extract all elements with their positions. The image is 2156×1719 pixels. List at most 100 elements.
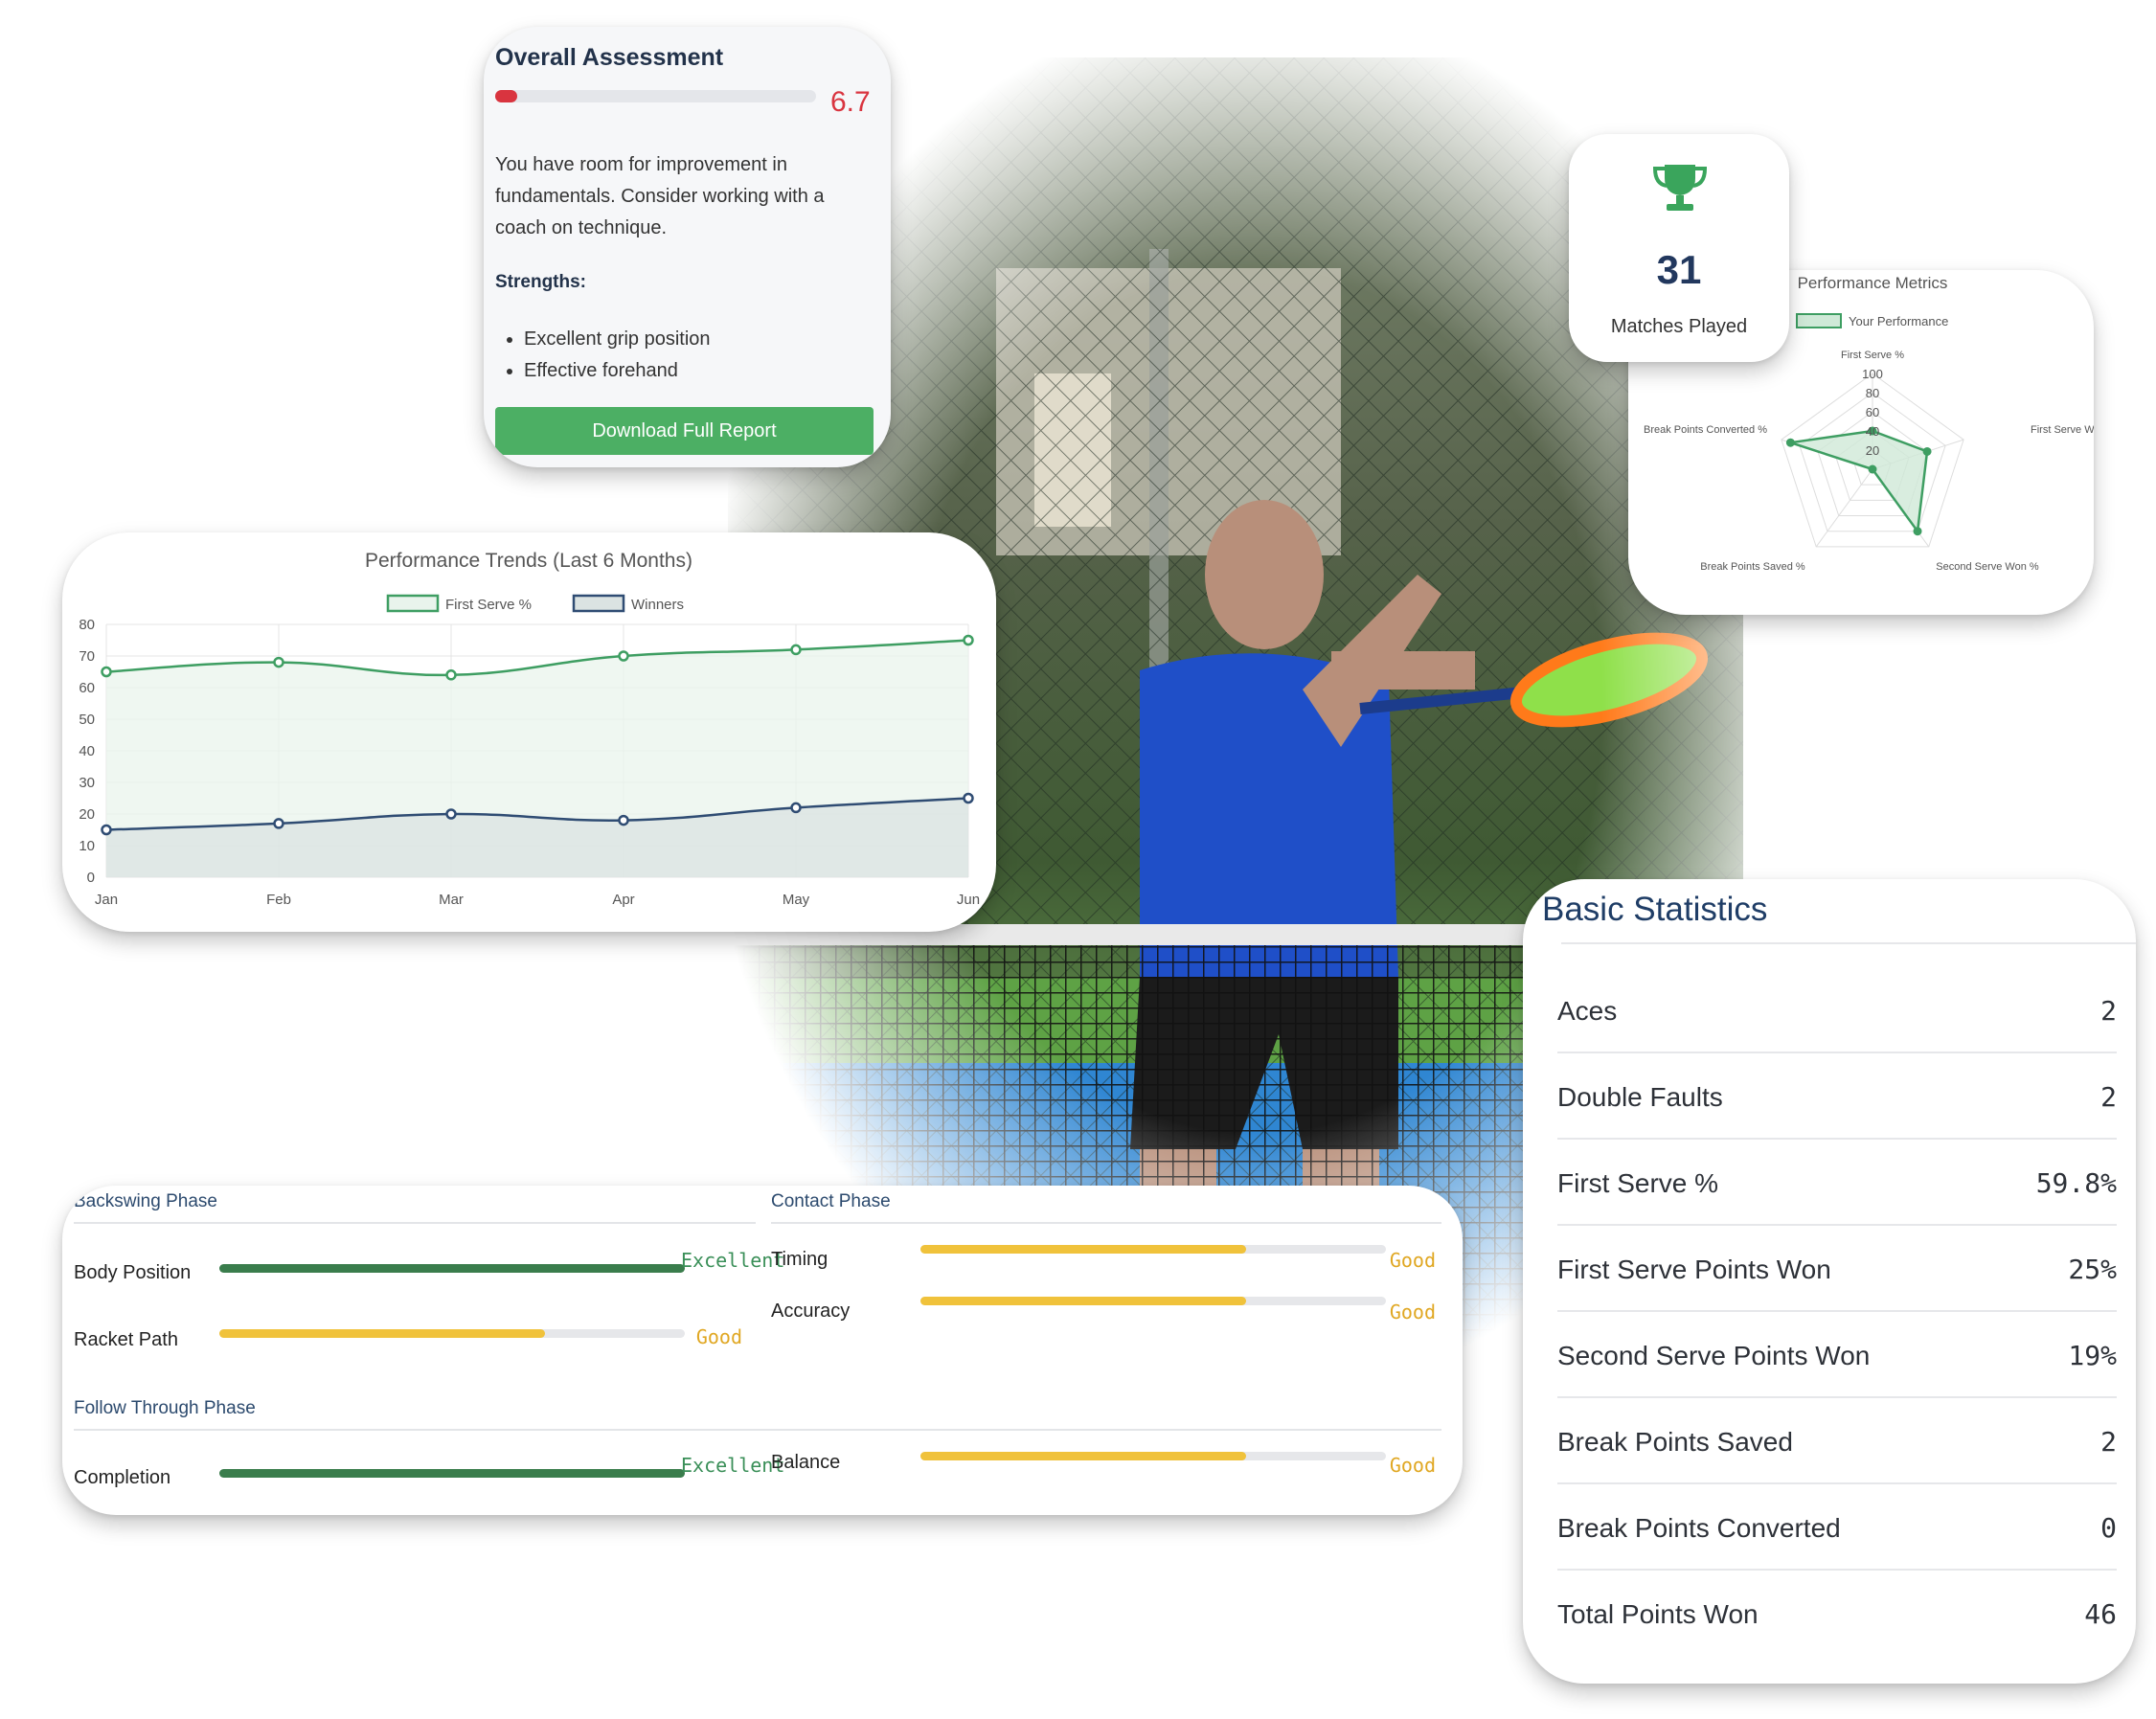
strengths-list: Excellent grip position Effective foreha… [495,324,711,387]
x-tick-label: Jan [95,892,118,908]
trophy-icon [1652,165,1708,211]
download-report-button[interactable]: Download Full Report [495,407,874,455]
matches-played-card: 31 Matches Played [1569,134,1789,362]
overall-assessment-card: Overall Assessment 6.7 You have room for… [484,27,891,467]
x-tick-label: May [783,892,810,908]
metric-rating: Good [1389,1249,1436,1272]
r-tick-label: 100 [1862,367,1883,381]
stat-row: Aces 2 [1557,965,2117,1053]
radar-axis-label: First Serve Won % [2031,424,2094,436]
data-point [1868,426,1877,436]
matches-count: 31 [1656,247,1702,292]
data-point [790,644,802,656]
data-point [963,634,974,646]
data-point [101,824,112,836]
series-line [105,797,969,831]
x-tick-label: Jun [957,892,980,908]
y-tick-label: 50 [79,712,95,728]
metric-rating: Good [695,1325,742,1348]
legend-label: Your Performance [1849,314,1948,328]
metric-bar [219,1264,685,1273]
stat-row: Double Faults 2 [1557,1052,2117,1140]
assessment-description: You have room for improvement in fundame… [495,154,825,238]
radar-spoke [1815,468,1873,548]
y-tick-label: 20 [79,806,95,823]
backswing-phase-title: Backswing Phase [74,1191,217,1211]
metric-bar-fill [920,1245,1247,1254]
stat-label: Total Points Won [1557,1599,1759,1629]
stat-label: Break Points Saved [1557,1427,1793,1457]
matches-label: Matches Played [1610,316,1748,337]
radar-series [1790,429,1929,535]
metric-rating: Excellent [681,1249,785,1272]
data-point [273,818,284,829]
radar-axis-label: Break Points Saved % [1700,561,1805,573]
stat-row: Second Serve Points Won 19% [1557,1310,2117,1398]
stat-value: 2 [2100,1081,2117,1113]
legend-label: First Serve % [445,597,532,613]
x-tick-label: Feb [266,892,291,908]
r-tick-label: 20 [1866,443,1879,458]
legend-label: Winners [631,597,684,613]
data-point [618,814,629,826]
stat-value: 59.8% [2035,1167,2117,1199]
radar-axis-label: Second Serve Won % [1936,561,2039,573]
r-tick-label: 60 [1866,405,1879,419]
metric-name-timing: Timing [771,1249,828,1270]
metric-bar [920,1245,1386,1254]
data-point [1868,464,1877,474]
assessment-score-bar [495,90,816,102]
metric-rating: Good [1389,1301,1436,1323]
divider [1561,942,2136,944]
basic-statistics-card: Basic Statistics Aces 2 Double Faults 2 Firs… [1523,879,2136,1684]
y-tick-label: 40 [79,743,95,759]
basic-statistics-title: Basic Statistics [1542,891,1768,928]
metric-bar-fill [920,1452,1247,1460]
data-point [101,666,112,678]
data-point [445,808,457,820]
assessment-score-fill [495,90,518,102]
stat-label: First Serve Points Won [1557,1255,1831,1284]
data-point [445,669,457,681]
stat-label: Second Serve Points Won [1557,1341,1871,1370]
chart-title: Performance Trends (Last 6 Months) [365,550,692,572]
stat-row: Break Points Saved 2 [1557,1396,2117,1484]
legend-swatch [572,594,625,613]
metric-rating: Good [1389,1454,1436,1477]
metric-name-balance: Balance [771,1452,841,1473]
legend-swatch [1796,313,1842,328]
metric-name-body-position: Body Position [74,1262,192,1283]
stat-row: First Serve % 59.8% [1557,1138,2117,1226]
stat-row: First Serve Points Won 25% [1557,1224,2117,1312]
data-point [273,656,284,668]
stat-value: 46 [2084,1598,2117,1630]
chart-title: Performance Metrics [1798,274,1948,292]
metric-bar-fill [219,1469,685,1478]
strength-item: Excellent grip position [524,324,711,355]
assessment-title: Overall Assessment [495,44,724,71]
radar-ring [1799,392,1946,532]
performance-trends-card: Performance Trends (Last 6 Months) First … [62,532,996,932]
radar-ring [1781,373,1964,548]
stat-value: 25% [2068,1254,2117,1285]
stat-row: Break Points Converted 0 [1557,1482,2117,1571]
series-line [105,639,969,677]
metric-name-completion: Completion [74,1467,171,1488]
metric-bar [219,1329,685,1338]
trends-chart: Performance Trends (Last 6 Months) First … [79,550,980,908]
strengths-label: Strengths: [495,272,586,292]
legend-swatch [386,594,440,613]
series-area [106,798,968,877]
radar-chart: Performance Metrics Your Performance 20 40 6… [1644,274,2094,573]
y-tick-label: 0 [87,870,95,886]
metric-rating: Excellent [681,1454,785,1477]
r-tick-label: 40 [1866,424,1879,439]
stat-value: 2 [2100,995,2117,1027]
divider [74,1222,756,1224]
stat-row: Total Points Won 46 [1557,1569,2117,1655]
data-point [963,792,974,804]
stat-value: 0 [2100,1512,2117,1544]
contact-phase-title: Contact Phase [771,1191,891,1211]
data-point [790,802,802,814]
stat-label: Double Faults [1557,1082,1723,1112]
